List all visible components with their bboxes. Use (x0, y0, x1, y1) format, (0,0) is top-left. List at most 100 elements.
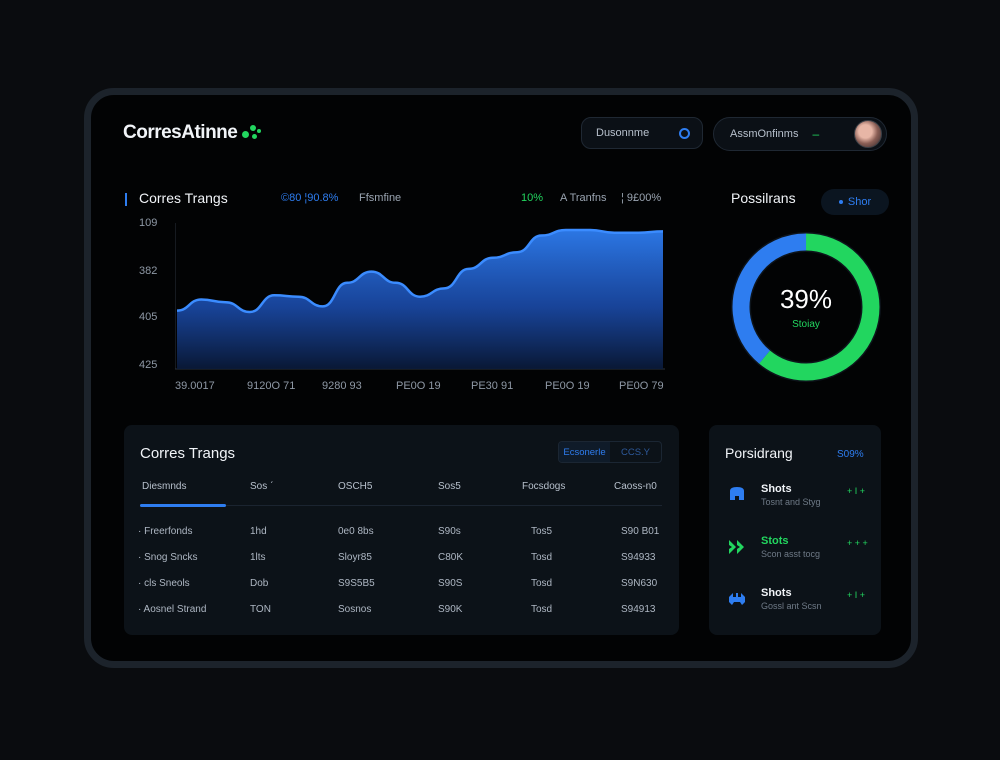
x-tick-label: PE0O 19 (545, 380, 590, 392)
column-header[interactable]: Caoss-n0 (614, 481, 657, 492)
account-menu[interactable]: AssmOnfinms – (713, 117, 887, 151)
chart-stat-a: ©80 ¦90.8% (281, 192, 339, 204)
positions-list-link[interactable]: S09% (837, 449, 864, 460)
positions-list-panel: Porsidrang S09% Shots Tosnt and Styg + I… (709, 425, 881, 635)
table-cell: · Snog Sncks (138, 552, 198, 563)
account-status-marker: – (812, 127, 820, 141)
donut-sublabel: Stoiay (792, 319, 820, 330)
positions-title: Possilrans (731, 190, 796, 206)
table-cell: S94913 (621, 604, 656, 615)
table-cell: Sosnos (338, 604, 372, 615)
positions-donut-chart (731, 232, 881, 382)
search-icon[interactable] (679, 127, 690, 139)
table-segment-control: Ecsonerle CCS.Y (558, 441, 662, 463)
list-item-value: + + + (847, 538, 868, 548)
chart-title-accent (125, 193, 127, 206)
chart-stat-e: ¦ 9£00% (621, 192, 662, 204)
chart-stat-d: A Tranfns (560, 192, 607, 204)
device-frame: CorresAtinne Dusonnme AssmOnfinms – Corr… (84, 88, 918, 668)
list-item[interactable]: Shots Tosnt and Styg + I + (709, 481, 881, 519)
table-cell: Sloyr85 (338, 552, 372, 563)
table-cell: Dob (250, 578, 269, 589)
y-tick-label: 405 (139, 311, 158, 323)
active-column-indicator (140, 504, 226, 507)
list-item-value: + I + (847, 590, 866, 600)
list-item-name: Shots (761, 587, 792, 599)
table-cell: S90K (438, 604, 463, 615)
table-cell: Tosd (531, 552, 553, 563)
table-cell: S90S (438, 578, 463, 589)
x-tick-label: 9120O 71 (247, 380, 296, 392)
table-cell: Tosd (531, 604, 553, 615)
table-cell: S9N630 (621, 578, 658, 589)
dashboard-screen: CorresAtinne Dusonnme AssmOnfinms – Corr… (91, 95, 911, 661)
column-header[interactable]: Sos5 (438, 481, 461, 492)
x-tick-label: 39.0017 (175, 380, 215, 392)
table-cell: Tos5 (531, 526, 553, 537)
list-item-sub: Tosnt and Styg (761, 497, 821, 507)
list-item-sub: Scon asst tocg (761, 549, 821, 559)
column-header[interactable]: Diesmnds (142, 481, 187, 492)
area-series-fill (177, 229, 663, 369)
table-title: Corres Trangs (140, 445, 236, 462)
table-cell: S9S5B5 (338, 578, 375, 589)
area-series-line (176, 228, 664, 314)
list-item[interactable]: Shots Gossl ant Scsn + I + (709, 585, 881, 623)
list-item-sub: Gossl ant Scsn (761, 601, 822, 611)
chart-stat-b: Ffsmfine (359, 192, 402, 204)
table-panel: Corres Trangs Ecsonerle CCS.Y Diesmnds S… (124, 425, 679, 635)
donut-value: 39% (779, 284, 833, 314)
brand-dots-icon (239, 123, 263, 143)
table-cell: 0e0 8bs (338, 526, 374, 537)
table-cell: · Freerfonds (138, 526, 193, 537)
chart-stat-c: 10% (521, 192, 544, 204)
chart-title: Corres Trangs (139, 190, 228, 206)
table-header-divider (140, 505, 662, 506)
x-tick-label: PE0O 19 (396, 380, 441, 392)
show-button[interactable]: Shor (821, 189, 889, 215)
list-item-name: Stots (761, 535, 789, 547)
show-button-label: Shor (847, 196, 872, 208)
area-chart (175, 223, 665, 370)
crab-icon (729, 593, 745, 605)
column-header[interactable]: OSCH5 (338, 481, 373, 492)
table-row[interactable]: · Aosnel Strand TON Sosnos S90K Tosd S94… (124, 604, 679, 624)
y-tick-label: 382 (139, 265, 158, 277)
segment-option-b[interactable]: CCS.Y (620, 446, 651, 458)
account-label: AssmOnfinms (730, 128, 799, 140)
shield-icon (730, 487, 744, 500)
table-row[interactable]: · Snog Sncks 1lts Sloyr85 C80K Tosd S949… (124, 552, 679, 572)
x-tick-label: 9280 93 (322, 380, 362, 392)
table-row[interactable]: · Freerfonds 1hd 0e0 8bs S90s Tos5 S90 B… (124, 526, 679, 546)
table-cell: S90 B01 (621, 526, 660, 537)
table-cell: · Aosnel Strand (138, 604, 207, 615)
column-header[interactable]: Sos ˊ (250, 481, 274, 492)
donut-segment-blue (732, 233, 880, 381)
y-tick-label: 425 (139, 359, 158, 371)
segment-option-a[interactable]: Ecsonerle (559, 442, 610, 462)
show-button-dot-icon (838, 200, 843, 204)
brand-logo[interactable]: CorresAtinne (123, 122, 263, 144)
table-cell: 1hd (250, 526, 267, 537)
brand-name: CorresAtinne (123, 122, 238, 143)
x-tick-label: PE30 91 (471, 380, 514, 392)
table-cell: S90s (438, 526, 461, 537)
table-cell: Tosd (531, 578, 553, 589)
x-tick-label: PE0O 79 (619, 380, 664, 392)
table-row[interactable]: · cls Sneols Dob S9S5B5 S90S Tosd S9N630 (124, 578, 679, 598)
search-label: Dusonnme (596, 127, 650, 139)
table-cell: S94933 (621, 552, 656, 563)
arrows-icon (729, 540, 744, 554)
positions-list-title: Porsidrang (725, 445, 793, 461)
list-item-name: Shots (761, 483, 792, 495)
column-header[interactable]: Focsdogs (522, 481, 566, 492)
chart-header: Corres Trangs ©80 ¦90.8% Ffsmfine 10% A … (125, 190, 665, 210)
search-field[interactable]: Dusonnme (581, 117, 703, 149)
list-item[interactable]: Stots Scon asst tocg + + + (709, 533, 881, 571)
avatar[interactable] (854, 120, 882, 148)
table-cell: · cls Sneols (138, 578, 190, 589)
table-cell: C80K (438, 552, 464, 563)
table-cell: TON (250, 604, 271, 615)
y-tick-label: 109 (139, 217, 158, 229)
list-item-value: + I + (847, 486, 866, 496)
